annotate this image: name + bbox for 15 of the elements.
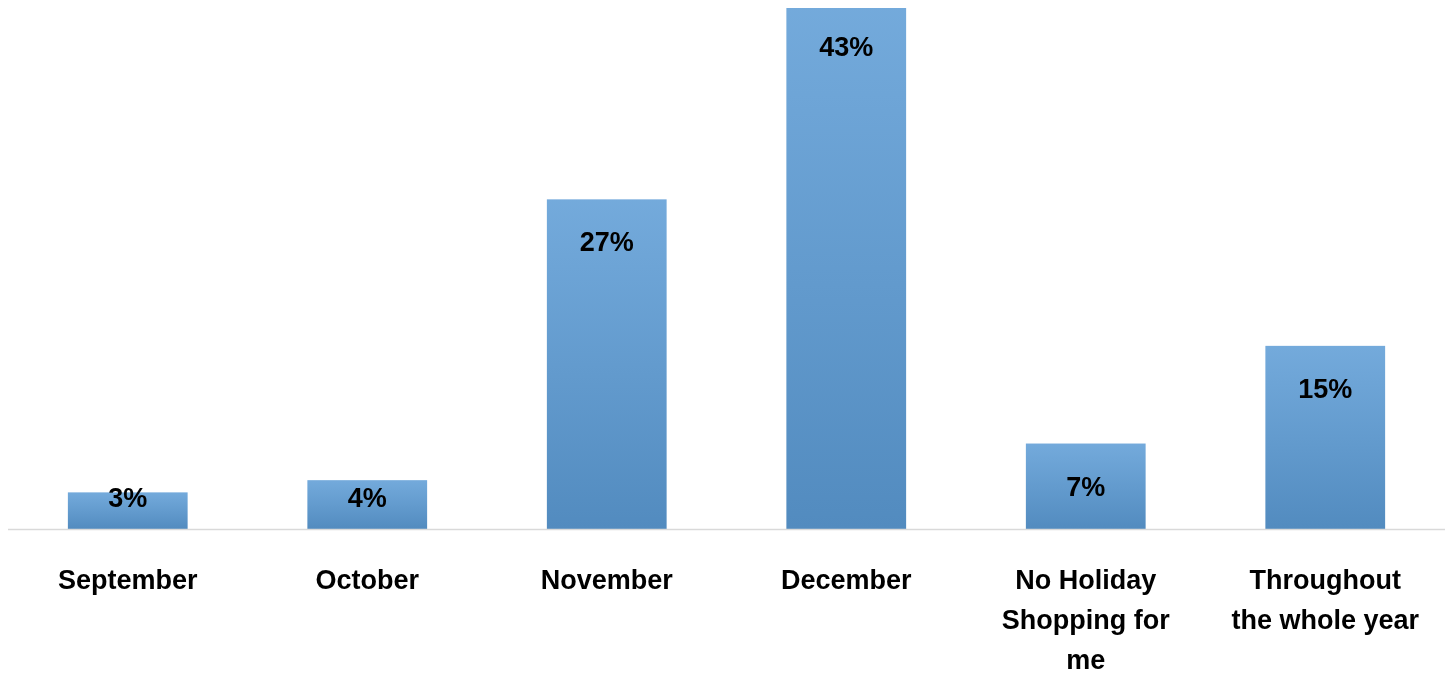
x-tick-label: December	[780, 565, 913, 595]
data-label: 4%	[347, 483, 387, 513]
data-label: 7%	[1066, 471, 1106, 502]
x-tick-label: No Holiday Shopping for me	[1001, 565, 1171, 675]
x-tick-label: September	[57, 565, 199, 595]
bar	[1265, 345, 1386, 529]
data-label: 3%	[108, 483, 148, 513]
x-tick-label: Throughout the whole year	[1231, 565, 1420, 635]
data-label: 27%	[579, 227, 634, 258]
data-label: 43%	[819, 32, 874, 62]
bar	[307, 480, 428, 529]
x-tick-label: October	[315, 565, 420, 595]
x-tick-label: November	[540, 565, 674, 595]
bar	[1025, 443, 1146, 529]
data-label: 15%	[1298, 373, 1353, 404]
